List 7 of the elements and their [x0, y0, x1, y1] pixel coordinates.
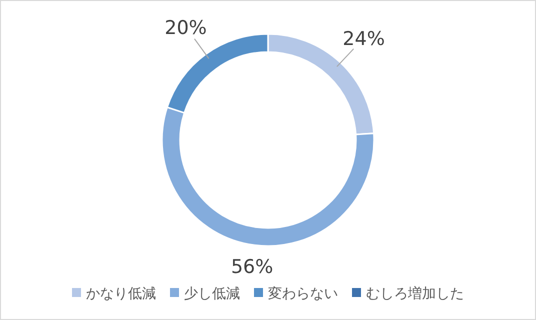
legend-label: 少し低減: [184, 286, 240, 302]
data-label: 24%: [342, 28, 385, 50]
legend-label: むしろ増加した: [366, 285, 464, 302]
legend-label: かなり低減: [86, 286, 156, 302]
legend-label: 変わらない: [268, 286, 338, 302]
data-label: 20%: [164, 16, 207, 39]
data-label: 56%: [230, 256, 274, 278]
